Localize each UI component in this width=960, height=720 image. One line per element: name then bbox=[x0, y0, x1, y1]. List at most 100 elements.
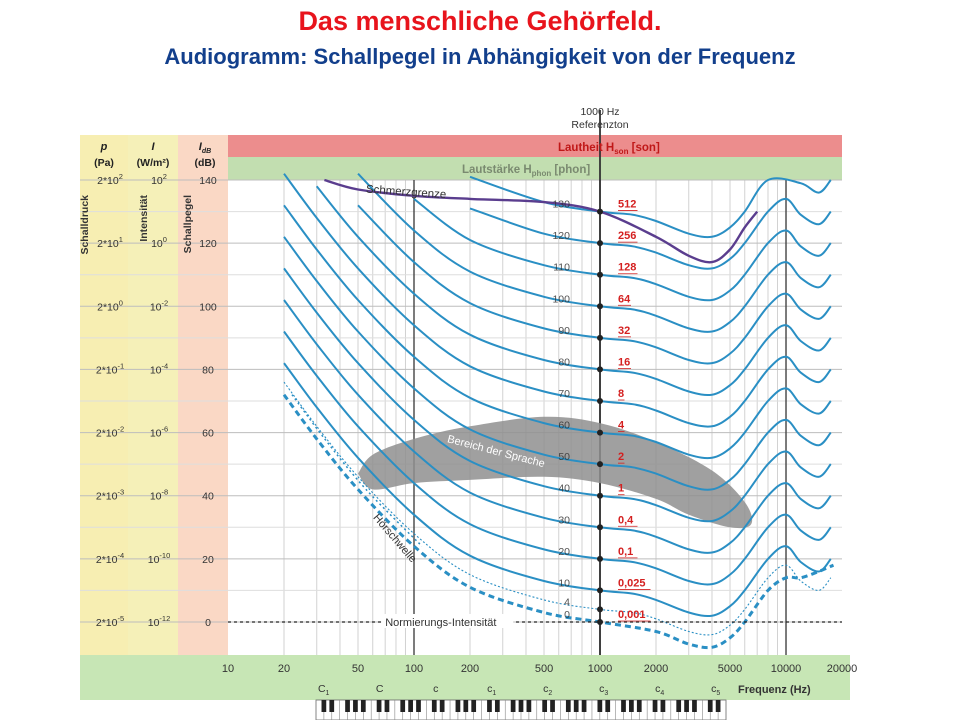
piano-black-key bbox=[597, 700, 603, 712]
x-tick-label: 20000 bbox=[827, 663, 858, 675]
x-tick-label: 10 bbox=[222, 663, 234, 675]
piano-black-key bbox=[360, 700, 366, 712]
piano-black-key bbox=[707, 700, 713, 712]
reference-point bbox=[597, 429, 604, 436]
equal-loudness-curve-90 bbox=[357, 204, 832, 365]
equal-loudness-curve-20 bbox=[283, 330, 832, 586]
equal-loudness-curve-4 bbox=[283, 381, 832, 636]
loudness-son-band bbox=[228, 135, 842, 157]
son-label: 0,4 bbox=[618, 514, 634, 526]
phon-label: 10 bbox=[558, 577, 570, 589]
pain-threshold-label: Schmerzgrenze bbox=[366, 184, 447, 202]
piano-black-key bbox=[676, 700, 682, 712]
piano-black-key bbox=[636, 700, 642, 712]
axis-label-0: Schalldruck bbox=[79, 195, 91, 255]
normierung-label-bg bbox=[381, 614, 514, 628]
piano-black-key bbox=[439, 700, 445, 712]
piano-black-key bbox=[660, 700, 666, 712]
piano-black-key bbox=[652, 700, 658, 712]
piano-black-key bbox=[542, 700, 548, 712]
equal-loudness-curve-70 bbox=[283, 173, 832, 428]
phon-label: 70 bbox=[558, 388, 570, 400]
x-tick-label: 50 bbox=[352, 663, 364, 675]
equal-loudness-curve-50 bbox=[283, 236, 832, 491]
piano-note-label: c1 bbox=[487, 683, 496, 697]
son-label: 0,1 bbox=[618, 546, 633, 558]
axis-tick-2: 80 bbox=[202, 364, 214, 376]
axis-tick-0: 2*10-1 bbox=[96, 361, 124, 376]
son-label: 4 bbox=[618, 420, 625, 432]
axis-unit-2: (dB) bbox=[195, 157, 216, 169]
son-label: 2 bbox=[618, 451, 624, 463]
axis-tick-2: 40 bbox=[202, 491, 214, 503]
phon-label: 40 bbox=[558, 483, 570, 495]
page-title: Das menschliche Gehörfeld. bbox=[298, 6, 662, 36]
axis-tick-2: 20 bbox=[202, 554, 214, 566]
phon-label: 30 bbox=[558, 514, 570, 526]
piano-black-key bbox=[463, 700, 469, 712]
page-subtitle: Audiogramm: Schallpegel in Abhängigkeit … bbox=[164, 44, 796, 69]
axis-tick-2: 0 bbox=[205, 617, 211, 629]
piano-black-key bbox=[550, 700, 555, 712]
son-label: 256 bbox=[618, 230, 636, 242]
piano-black-key bbox=[345, 700, 350, 712]
phon-label: 100 bbox=[552, 293, 570, 305]
x-tick-label: 10000 bbox=[771, 663, 802, 675]
reference-point bbox=[597, 208, 604, 215]
loudness-son-label: Lautheit Hson [son] bbox=[558, 142, 660, 156]
equal-loudness-curve-110 bbox=[413, 198, 832, 302]
piano-black-key bbox=[629, 700, 634, 712]
reference-point bbox=[597, 303, 604, 310]
piano-black-key bbox=[510, 700, 516, 712]
x-axis-label: Frequenz (Hz) bbox=[738, 684, 811, 696]
piano-black-key bbox=[321, 700, 327, 712]
pain-threshold-curve bbox=[324, 178, 759, 264]
piano-black-key bbox=[692, 700, 697, 712]
phon-label: 110 bbox=[553, 262, 570, 274]
reference-point bbox=[597, 555, 604, 562]
axis-tick-2: 100 bbox=[199, 301, 217, 313]
intensity-axis-column bbox=[128, 135, 178, 655]
reference-point bbox=[597, 461, 604, 468]
axis-head-1: I bbox=[151, 141, 155, 153]
piano-note-label: c bbox=[433, 683, 438, 695]
piano-black-key bbox=[518, 700, 524, 712]
reference-point bbox=[597, 492, 604, 499]
normierung-label: Normierungs-Intensität bbox=[385, 617, 496, 629]
hearing-threshold-range bbox=[291, 394, 423, 547]
son-label: 1 bbox=[618, 483, 624, 495]
piano-note-label: c2 bbox=[543, 683, 552, 697]
axis-unit-1: (W/m²) bbox=[137, 157, 170, 169]
piano-black-key bbox=[684, 700, 689, 712]
piano-keyboard bbox=[315, 699, 727, 720]
piano-note-label: c4 bbox=[655, 683, 664, 697]
piano-black-key bbox=[471, 700, 477, 712]
equal-loudness-curve-30 bbox=[283, 299, 832, 554]
piano-black-key bbox=[715, 700, 721, 712]
equal-loudness-curve-100 bbox=[357, 173, 832, 333]
x-tick-label: 5000 bbox=[718, 663, 742, 675]
phon-label: 60 bbox=[558, 420, 570, 432]
son-label: 32 bbox=[618, 325, 630, 337]
son-label: 0,025 bbox=[618, 577, 646, 589]
phon-label: 50 bbox=[558, 451, 570, 463]
reference-point bbox=[597, 334, 604, 341]
piano-black-key bbox=[455, 700, 461, 712]
piano-note-label: c3 bbox=[599, 683, 608, 697]
son-label: 128 bbox=[618, 262, 636, 274]
phon-label: 4 bbox=[564, 596, 570, 608]
reference-point bbox=[597, 398, 604, 404]
reference-point bbox=[597, 366, 604, 373]
piano-black-key bbox=[384, 700, 390, 712]
axis-tick-2: 140 bbox=[199, 175, 217, 187]
axis-tick-2: 60 bbox=[202, 428, 214, 440]
reference-point bbox=[597, 606, 604, 613]
axis-tick-0: 2*100 bbox=[97, 298, 123, 313]
axis-tick-2: 120 bbox=[199, 238, 217, 250]
piano-black-key bbox=[431, 700, 437, 712]
axis-unit-0: (Pa) bbox=[94, 157, 114, 169]
son-label: 16 bbox=[618, 356, 630, 368]
hearing-threshold-label: Hörschwelle bbox=[370, 512, 418, 565]
hearing-threshold-curve bbox=[282, 393, 835, 650]
